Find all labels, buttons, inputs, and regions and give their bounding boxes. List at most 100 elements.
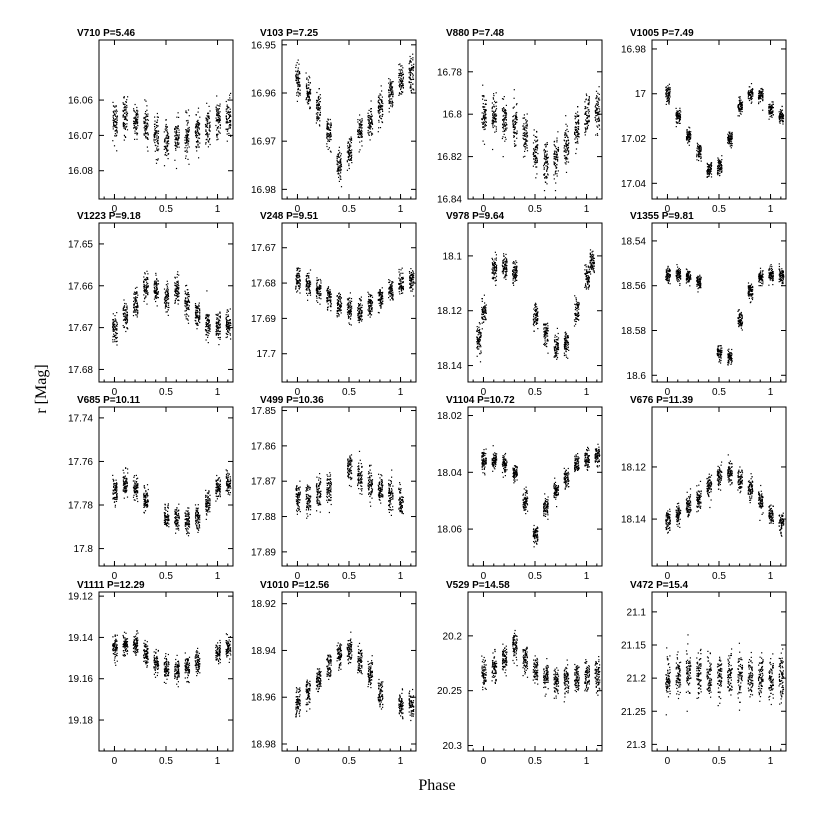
- data-point: [758, 96, 760, 98]
- data-point: [329, 292, 331, 294]
- data-point: [207, 126, 209, 128]
- data-point: [360, 129, 362, 131]
- data-point: [409, 55, 411, 58]
- data-point: [577, 115, 579, 117]
- y-tick-label: 17.65: [68, 239, 93, 250]
- data-point: [216, 129, 218, 131]
- data-point: [174, 284, 176, 286]
- data-point: [360, 307, 362, 309]
- data-point: [495, 114, 498, 116]
- data-point: [166, 148, 168, 150]
- data-point: [709, 170, 711, 172]
- data-point: [740, 113, 742, 115]
- data-point: [219, 103, 221, 105]
- data-point: [137, 117, 139, 119]
- data-point: [185, 318, 187, 320]
- data-point: [688, 136, 690, 138]
- data-point: [308, 275, 310, 277]
- data-point: [358, 321, 360, 324]
- data-point: [597, 120, 599, 122]
- data-point: [156, 130, 158, 133]
- data-point: [565, 143, 567, 145]
- data-point: [534, 156, 537, 158]
- data-point: [188, 115, 190, 117]
- data-point: [307, 79, 309, 81]
- data-point: [493, 112, 495, 114]
- data-point: [166, 287, 168, 289]
- data-point: [216, 330, 218, 332]
- data-point: [305, 275, 307, 277]
- data-point: [135, 309, 138, 311]
- data-point: [206, 329, 208, 331]
- data-point: [409, 87, 411, 89]
- data-point: [577, 134, 579, 136]
- data-point: [215, 325, 217, 327]
- data-point: [227, 328, 229, 330]
- data-point: [308, 96, 310, 98]
- data-point: [177, 287, 179, 289]
- data-point: [164, 299, 166, 301]
- data-point: [156, 121, 158, 123]
- data-point: [296, 100, 298, 102]
- data-point: [146, 123, 148, 125]
- data-point: [228, 106, 230, 109]
- data-point: [368, 310, 370, 312]
- data-point: [565, 157, 567, 159]
- data-point: [187, 308, 189, 310]
- data-point: [567, 140, 570, 142]
- data-point: [729, 140, 731, 142]
- data-point: [186, 112, 188, 114]
- data-point: [115, 341, 117, 343]
- data-point: [717, 169, 719, 172]
- data-point: [339, 175, 341, 177]
- data-point: [326, 127, 328, 129]
- data-point: [711, 165, 713, 167]
- data-point: [167, 292, 169, 294]
- data-point: [348, 306, 350, 309]
- data-point: [309, 285, 311, 287]
- data-point: [516, 121, 518, 124]
- data-point: [133, 293, 135, 295]
- data-point: [706, 176, 708, 178]
- data-point: [483, 122, 485, 124]
- data-point: [525, 134, 527, 136]
- data-point: [400, 65, 402, 67]
- data-point: [505, 129, 507, 131]
- data-point: [534, 155, 537, 157]
- data-point: [536, 149, 538, 151]
- data-point: [347, 311, 349, 314]
- data-point: [198, 157, 200, 159]
- data-point: [126, 119, 128, 121]
- data-point: [134, 123, 136, 125]
- data-point: [762, 98, 764, 100]
- data-point: [206, 134, 208, 136]
- data-point: [505, 138, 507, 140]
- data-point: [496, 101, 498, 103]
- data-point: [502, 98, 505, 100]
- data-point: [145, 132, 147, 134]
- data-point: [679, 118, 681, 120]
- data-point: [391, 101, 393, 103]
- data-point: [133, 310, 135, 312]
- data-point: [347, 306, 349, 308]
- data-point: [360, 296, 362, 298]
- data-point: [667, 88, 669, 90]
- data-point: [167, 145, 169, 147]
- panel-frame: [98, 222, 234, 383]
- data-point: [729, 139, 731, 141]
- data-point: [348, 154, 351, 156]
- data-point: [306, 274, 308, 277]
- data-point: [155, 282, 157, 284]
- data-point: [175, 142, 177, 144]
- data-point: [309, 100, 311, 102]
- data-point: [752, 92, 754, 94]
- data-point: [555, 150, 557, 152]
- data-point: [124, 116, 126, 118]
- data-point: [382, 105, 384, 107]
- data-point: [123, 127, 125, 129]
- data-point: [680, 111, 682, 113]
- data-point: [493, 104, 495, 106]
- data-point: [586, 120, 588, 122]
- data-point: [326, 297, 329, 299]
- data-point: [227, 310, 229, 312]
